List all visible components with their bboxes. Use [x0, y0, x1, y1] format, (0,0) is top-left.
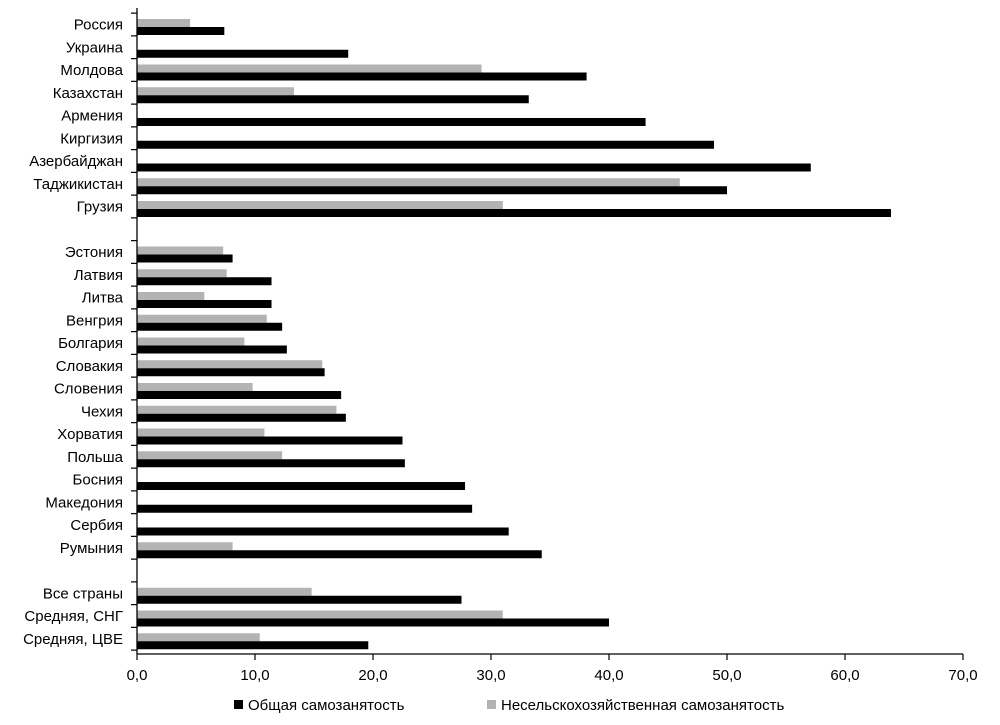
category-label: Венгрия: [66, 312, 123, 329]
labels-layer: Россия Украина Молдова Казахстан Армения Кирг…: [23, 17, 978, 685]
bar-total: [137, 527, 509, 536]
bar-total: [137, 345, 287, 354]
bar-nonagri: [137, 633, 260, 642]
bar-nonagri: [137, 360, 323, 369]
bar-nonagri: [137, 451, 283, 460]
category-label: Азербайджан: [29, 153, 123, 170]
category-label: Сербия: [70, 517, 123, 534]
bar-nonagri: [137, 314, 267, 323]
bar-total: [137, 49, 349, 58]
bar-nonagri: [137, 542, 233, 551]
category-label: Словения: [54, 381, 123, 398]
bar-total: [137, 550, 542, 559]
category-label: Литва: [82, 290, 124, 307]
bar-nonagri: [137, 337, 245, 346]
bar-total: [137, 72, 587, 81]
bar-nonagri: [137, 428, 265, 437]
bar-total: [137, 95, 529, 104]
category-label: Киргизия: [60, 130, 123, 147]
bar-total: [137, 482, 466, 490]
axes-layer: [131, 8, 964, 660]
category-label: Эстония: [65, 244, 123, 261]
category-label: Грузия: [77, 199, 123, 216]
bars-layer: [137, 19, 892, 650]
category-label: Средняя, СНГ: [24, 608, 123, 625]
bar-nonagri: [137, 383, 253, 391]
bar-total: [137, 277, 272, 286]
category-label: Македония: [45, 494, 123, 511]
category-label: Словакия: [56, 358, 123, 375]
bar-total: [137, 368, 325, 377]
bar-nonagri: [137, 610, 503, 619]
category-label: Болгария: [58, 335, 123, 352]
category-label: Казахстан: [53, 85, 123, 102]
bar-total: [137, 254, 233, 263]
bar-total: [137, 618, 609, 627]
category-label: Румыния: [60, 540, 123, 557]
bar-nonagri: [137, 587, 312, 596]
bar-total: [137, 140, 715, 149]
bar-nonagri: [137, 405, 337, 414]
bar-nonagri: [137, 246, 224, 255]
bar-total: [137, 118, 646, 126]
x-tick-label: 40,0: [594, 667, 623, 684]
legend-swatch: [487, 700, 496, 709]
category-label: Латвия: [74, 267, 123, 284]
bar-total: [137, 641, 369, 650]
bar-total: [137, 186, 727, 195]
category-label: Армения: [61, 108, 123, 125]
category-label: Хорватия: [57, 426, 123, 443]
x-tick-label: 50,0: [712, 667, 741, 684]
bar-total: [137, 322, 283, 331]
bar-nonagri: [137, 201, 503, 209]
bar-total: [137, 504, 473, 513]
bar-total: [137, 300, 272, 308]
category-label: Чехия: [81, 403, 123, 420]
category-label: Украина: [66, 39, 124, 56]
legend-label: Несельскохозяйственная самозанятость: [501, 697, 784, 714]
legend: Общая самозанятость Несельскохозяйственна…: [234, 697, 784, 714]
bar-nonagri: [137, 178, 680, 187]
bar-total: [137, 436, 403, 445]
x-tick-label: 0,0: [127, 667, 148, 684]
bar-total: [137, 163, 811, 172]
bar-total: [137, 27, 225, 35]
x-tick-label: 30,0: [476, 667, 505, 684]
bar-nonagri: [137, 292, 205, 300]
x-tick-label: 60,0: [830, 667, 859, 684]
x-tick-label: 70,0: [948, 667, 977, 684]
category-label: Россия: [74, 17, 123, 34]
bar-total: [137, 209, 892, 217]
category-label: Все страны: [43, 585, 123, 602]
bar-nonagri: [137, 64, 482, 73]
category-label: Средняя, ЦВЕ: [23, 631, 123, 648]
bar-total: [137, 391, 342, 399]
legend-swatch: [234, 700, 243, 709]
bar-total: [137, 413, 346, 422]
legend-label: Общая самозанятость: [248, 697, 405, 714]
bar-total: [137, 459, 405, 468]
x-tick-label: 20,0: [358, 667, 387, 684]
bar-nonagri: [137, 87, 294, 96]
category-label: Польша: [67, 449, 123, 466]
x-tick-label: 10,0: [240, 667, 269, 684]
bar-nonagri: [137, 269, 227, 278]
bar-total: [137, 595, 462, 604]
category-label: Молдова: [60, 62, 123, 79]
bar-nonagri: [137, 19, 191, 27]
category-label: Таджикистан: [33, 176, 123, 193]
category-label: Босния: [73, 472, 123, 489]
